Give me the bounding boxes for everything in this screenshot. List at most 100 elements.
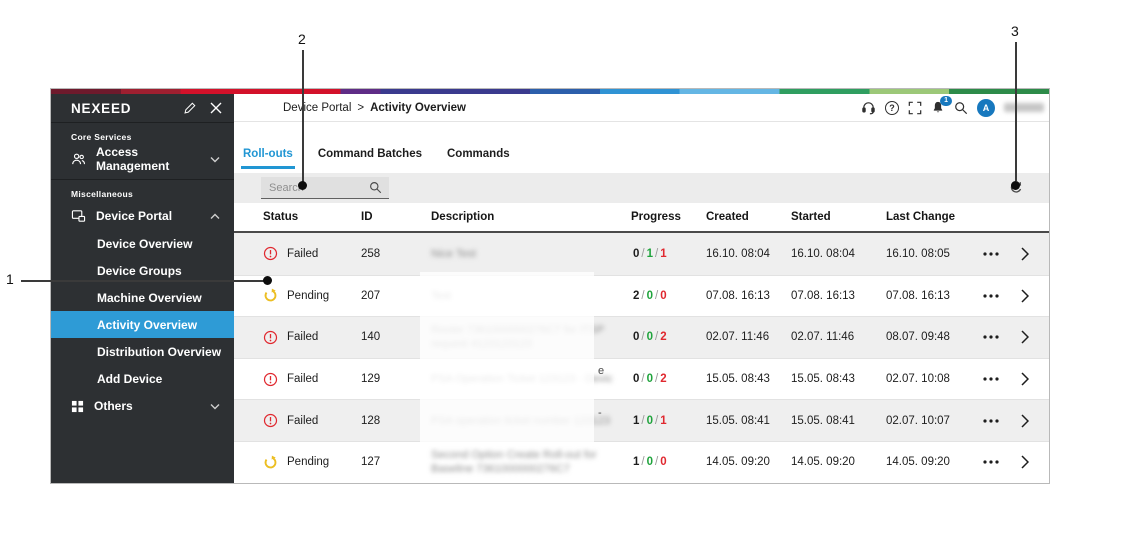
created-cell: 15.05. 08:41 bbox=[706, 414, 770, 427]
sidebar-item-label: Access Management bbox=[96, 145, 170, 173]
sidebar-item-device-overview[interactable]: Device Overview bbox=[97, 236, 193, 251]
open-row-chevron-icon[interactable] bbox=[1017, 451, 1047, 473]
help-icon[interactable]: ? bbox=[885, 100, 899, 115]
last-change-cell: 02.07. 10:07 bbox=[886, 414, 950, 427]
page-title: Activity Overview bbox=[370, 101, 466, 114]
column-id: ID bbox=[361, 211, 373, 223]
id-cell: 128 bbox=[361, 414, 381, 427]
last-change-cell: 16.10. 08:05 bbox=[886, 247, 950, 260]
sidebar-item-others[interactable]: Others bbox=[51, 392, 234, 420]
status-label: Pending bbox=[287, 289, 330, 302]
sidebar-item-add-device[interactable]: Add Device bbox=[97, 371, 163, 386]
status-icon bbox=[263, 330, 278, 345]
column-progress: Progress bbox=[631, 211, 681, 223]
more-actions-icon[interactable] bbox=[979, 415, 1003, 427]
status-label: Failed bbox=[287, 247, 319, 260]
chevron-down-icon bbox=[210, 403, 220, 410]
sidebar-item-device-groups[interactable]: Device Groups bbox=[97, 263, 182, 278]
open-row-chevron-icon[interactable] bbox=[1017, 410, 1047, 432]
callout-dot-3 bbox=[1011, 181, 1020, 190]
sidebar-section-miscellaneous: Miscellaneous bbox=[71, 189, 134, 199]
top-bar-icons: ? 1 bbox=[861, 96, 1044, 117]
device-icon bbox=[71, 209, 86, 223]
more-actions-icon[interactable] bbox=[979, 373, 1003, 385]
description-redacted: Second Option Create Roll-out for Baseli… bbox=[431, 449, 597, 476]
table-row[interactable]: Pending 207 Test 2/0/0 07.08. 16:13 07.0… bbox=[234, 274, 1049, 317]
status-cell: Failed bbox=[263, 246, 361, 261]
breadcrumb-separator: > bbox=[357, 101, 365, 114]
sidebar-submenu: Device Overview Device Groups Machine Ov… bbox=[51, 230, 234, 392]
avatar[interactable]: A bbox=[977, 98, 995, 117]
top-bar: Device Portal > Activity Overview ? bbox=[234, 94, 1049, 122]
started-cell: 14.05. 09:20 bbox=[791, 456, 855, 469]
redaction-overlay bbox=[420, 272, 594, 446]
search-magnifier-icon[interactable] bbox=[369, 181, 382, 194]
notifications-bell-icon[interactable]: 1 bbox=[931, 96, 952, 115]
started-cell: 15.05. 08:43 bbox=[791, 373, 855, 386]
breadcrumb-parent[interactable]: Device Portal bbox=[283, 101, 352, 114]
sidebar-item-distribution-overview[interactable]: Distribution Overview bbox=[97, 344, 222, 359]
open-row-chevron-icon[interactable] bbox=[1017, 243, 1047, 265]
sidebar-item-label: Device Portal bbox=[96, 209, 173, 223]
callout-label-2: 2 bbox=[298, 31, 306, 47]
status-cell: Pending bbox=[263, 288, 361, 303]
search-input[interactable] bbox=[261, 181, 369, 194]
tab-commands[interactable]: Commands bbox=[447, 148, 510, 160]
chevron-down-icon bbox=[210, 156, 220, 163]
created-cell: 02.07. 11:46 bbox=[706, 331, 770, 344]
status-icon bbox=[263, 372, 278, 387]
sidebar-item-activity-overview[interactable]: Activity Overview bbox=[51, 311, 234, 338]
callout-line-3 bbox=[1015, 42, 1017, 181]
more-actions-icon[interactable] bbox=[979, 290, 1003, 302]
open-row-chevron-icon[interactable] bbox=[1017, 326, 1047, 348]
support-headset-icon[interactable] bbox=[861, 100, 876, 115]
id-cell: 129 bbox=[361, 373, 381, 386]
id-cell: 127 bbox=[361, 456, 381, 469]
status-label: Pending bbox=[287, 456, 330, 469]
callout-label-3: 3 bbox=[1011, 23, 1019, 39]
callout-line-2 bbox=[302, 50, 304, 182]
table-row[interactable]: Failed 140 Router 7361000000276C7 for IT… bbox=[234, 316, 1049, 358]
brand-stripe bbox=[51, 89, 1049, 94]
table-row[interactable]: Failed 128 PSA operation ticket number 1… bbox=[234, 399, 1049, 441]
sidebar-item-machine-overview[interactable]: Machine Overview bbox=[97, 290, 202, 305]
sidebar-header: NEXEED bbox=[51, 94, 234, 123]
status-cell: Failed bbox=[263, 330, 361, 345]
table-row[interactable]: Failed 258 Nice Test 0/1/1 16.10. 08:04 … bbox=[234, 233, 1049, 275]
sidebar-item-label: Others bbox=[94, 399, 133, 413]
column-started: Started bbox=[791, 211, 831, 223]
open-row-chevron-icon[interactable] bbox=[1017, 285, 1047, 307]
close-icon[interactable] bbox=[210, 102, 222, 114]
table-header: Status ID Description Progress Created S… bbox=[234, 203, 1049, 233]
search-icon[interactable] bbox=[954, 101, 968, 115]
status-label: Failed bbox=[287, 414, 319, 427]
id-cell: 258 bbox=[361, 247, 381, 260]
status-cell: Pending bbox=[263, 455, 361, 470]
grid-icon bbox=[71, 400, 84, 413]
notification-badge: 1 bbox=[940, 96, 952, 106]
edit-icon[interactable] bbox=[183, 102, 196, 115]
started-cell: 07.08. 16:13 bbox=[791, 289, 855, 302]
sidebar-divider bbox=[51, 179, 234, 180]
tab-command-batches[interactable]: Command Batches bbox=[317, 148, 422, 160]
tab-roll-outs[interactable]: Roll-outs bbox=[241, 146, 295, 169]
sidebar-item-device-portal[interactable]: Device Portal bbox=[51, 202, 234, 230]
id-cell: 207 bbox=[361, 289, 381, 302]
progress-cell: 0/0/2 bbox=[633, 331, 667, 344]
more-actions-icon[interactable] bbox=[979, 456, 1003, 468]
created-cell: 07.08. 16:13 bbox=[706, 289, 770, 302]
created-cell: 15.05. 08:43 bbox=[706, 373, 770, 386]
table-row[interactable]: Pending 127 Second Option Create Roll-ou… bbox=[234, 440, 1049, 483]
more-actions-icon[interactable] bbox=[979, 331, 1003, 343]
tab-bar: Roll-outs Command Batches Commands bbox=[234, 122, 1049, 173]
callout-line-1 bbox=[21, 280, 265, 282]
progress-cell: 2/0/0 bbox=[633, 289, 667, 302]
callout-dot-2 bbox=[298, 181, 307, 190]
sidebar-item-access-management[interactable]: Access Management bbox=[51, 145, 234, 173]
open-row-chevron-icon[interactable] bbox=[1017, 368, 1047, 390]
more-actions-icon[interactable] bbox=[979, 248, 1003, 260]
breadcrumb: Device Portal > Activity Overview bbox=[283, 102, 466, 114]
fullscreen-icon[interactable] bbox=[908, 101, 922, 115]
table-row[interactable]: Failed 129 PSA Operation Ticket 123123 -… bbox=[234, 357, 1049, 400]
column-last-change: Last Change bbox=[886, 211, 956, 223]
